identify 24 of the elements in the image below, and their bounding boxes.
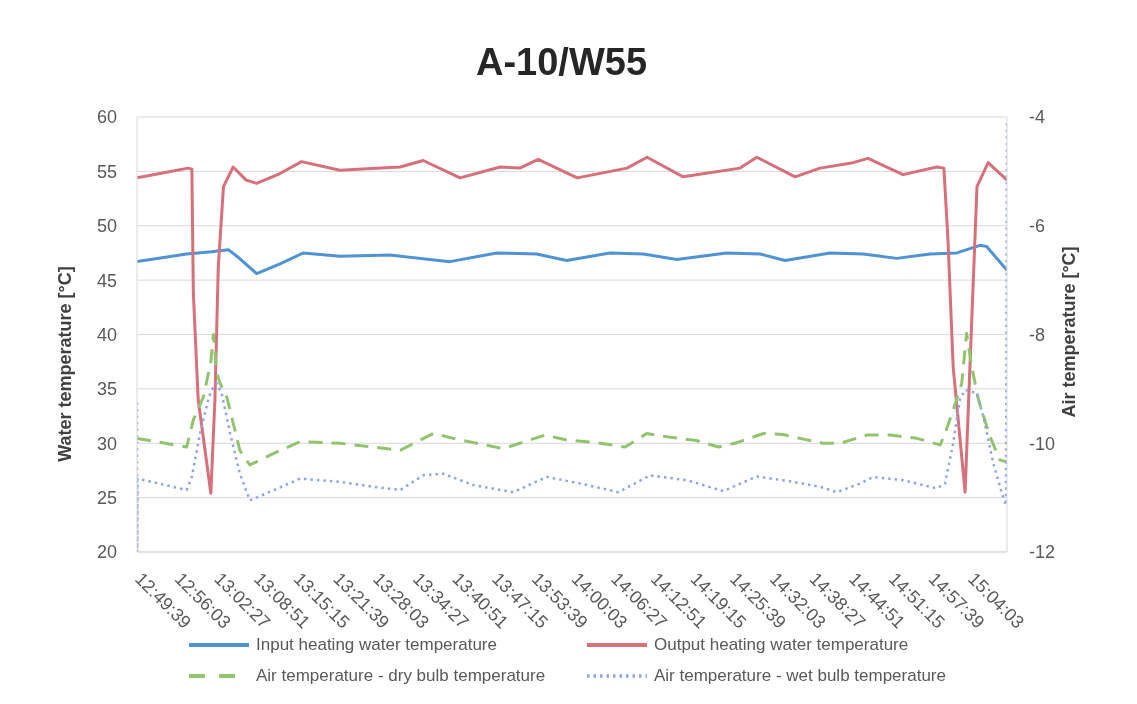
- legend-label: Air temperature - wet bulb temperature: [654, 665, 946, 686]
- legend-label: Air temperature - dry bulb temperature: [256, 665, 546, 686]
- y-tick-label: 20: [96, 542, 117, 563]
- y2-tick-label: -4: [1029, 107, 1046, 128]
- legend-label: Output heating water temperature: [654, 634, 909, 655]
- y2-tick-label: -8: [1029, 324, 1046, 345]
- y2-axis-title: Air temperature [°C]: [1059, 246, 1079, 418]
- y-tick-label: 35: [96, 379, 117, 400]
- y2-tick-label: -10: [1029, 433, 1056, 454]
- y2-tick-label: -6: [1029, 216, 1046, 237]
- chart-title: A-10/W55: [474, 41, 649, 83]
- line-series: [137, 331, 1007, 467]
- legend-label: Input heating water temperature: [256, 634, 497, 655]
- y-tick-label: 60: [96, 107, 117, 128]
- y-tick-label: 55: [96, 161, 117, 182]
- y-tick-label: 50: [96, 216, 117, 237]
- line-series: [137, 155, 1007, 495]
- line-series: [137, 243, 1007, 276]
- y-tick-label: 40: [96, 324, 117, 345]
- y-tick-label: 30: [96, 433, 117, 454]
- y-tick-label: 45: [96, 270, 117, 291]
- y-tick-label: 25: [96, 488, 117, 509]
- y-axis-title: Water temperature [°C]: [55, 266, 75, 462]
- y2-tick-label: -12: [1029, 542, 1056, 563]
